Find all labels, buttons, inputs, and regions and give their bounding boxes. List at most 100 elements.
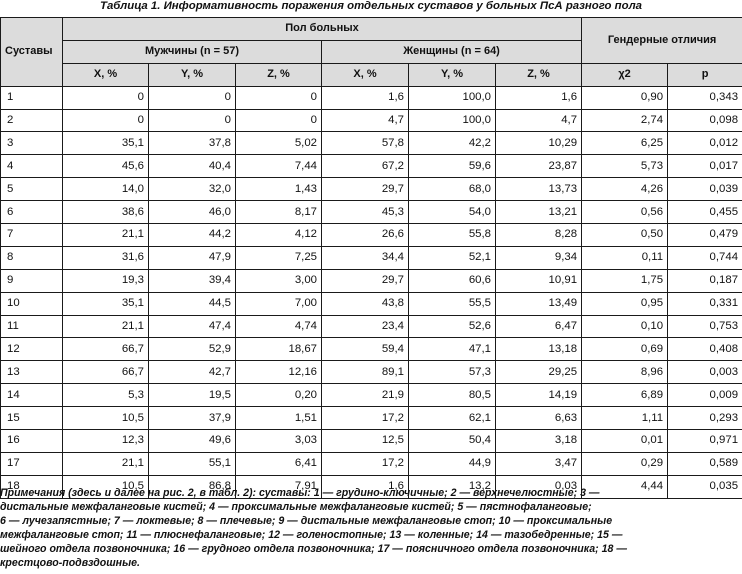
cell-women-z: 14,19 — [494, 383, 583, 408]
cell-women-y: 59,6 — [408, 154, 496, 179]
cell-men-x: 12,3 — [62, 429, 149, 453]
cell-women-y: 62,1 — [408, 406, 496, 431]
cell-women-z: 0,03 — [494, 474, 583, 499]
table-row: 7 21,1 44,2 4,12 26,6 55,8 8,28 0,50 0,479 — [0, 223, 742, 247]
cell-men-z: 3,03 — [235, 429, 322, 453]
table-row: 12 66,7 52,9 18,67 59,4 47,1 13,18 0,69 0,408 — [0, 337, 742, 362]
cell-women-y: 68,0 — [408, 177, 496, 202]
cell-women-x: 89,1 — [321, 360, 409, 385]
cell-women-y: 100,0 — [408, 108, 496, 133]
cell-women-x: 17,2 — [321, 406, 409, 431]
table-row: 18 10,5 86,8 7,91 1,6 13,2 0,03 4,44 0,035 — [0, 474, 742, 499]
cell-joint-number: 7 — [0, 223, 63, 247]
cell-men-x: 10,5 — [62, 406, 149, 431]
cell-women-y: 54,0 — [408, 200, 496, 225]
cell-men-x: 21,1 — [62, 314, 149, 339]
cell-p-value: 0,017 — [667, 154, 742, 179]
cell-p-value: 0,039 — [667, 177, 742, 202]
cell-women-y: 80,5 — [408, 383, 496, 408]
cell-women-z: 13,18 — [494, 337, 583, 362]
table-row: 1 0 0 0 1,6 100,0 1,6 0,90 0,343 — [0, 85, 742, 110]
cell-chi2: 2,74 — [581, 108, 669, 133]
note-line: крестцово-подвздошные. — [0, 557, 140, 570]
cell-women-x: 43,8 — [321, 291, 409, 316]
cell-p-value: 0,479 — [667, 223, 742, 247]
table-row: 17 21,1 55,1 6,41 17,2 44,9 3,47 0,29 0,589 — [0, 451, 742, 476]
table-row: 15 10,5 37,9 1,51 17,2 62,1 6,63 1,11 0,293 — [0, 406, 742, 431]
header-row-3: X, % Y, % Z, % X, % Y, % Z, % χ2 p — [1, 62, 742, 87]
cell-men-x: 21,1 — [62, 451, 149, 476]
cell-p-value: 0,589 — [667, 451, 742, 476]
cell-men-x: 0 — [62, 108, 149, 133]
cell-women-z: 8,28 — [494, 223, 583, 247]
cell-men-z: 4,12 — [235, 223, 322, 247]
cell-p-value: 0,343 — [667, 85, 742, 110]
cell-chi2: 0,95 — [581, 291, 669, 316]
cell-women-y: 13,2 — [408, 474, 496, 499]
cell-women-x: 12,5 — [321, 429, 409, 453]
col-header-women-x: X, % — [321, 62, 409, 87]
cell-women-y: 44,9 — [408, 451, 496, 476]
cell-women-z: 23,87 — [494, 154, 583, 179]
cell-women-y: 100,0 — [408, 85, 496, 110]
cell-p-value: 0,003 — [667, 360, 742, 385]
note-line: Примечания (здесь и далее на рис. 2, в т… — [0, 487, 600, 499]
cell-women-z: 3,47 — [494, 451, 583, 476]
cell-women-y: 55,8 — [408, 223, 496, 247]
cell-men-y: 0 — [148, 85, 236, 110]
cell-men-z: 0 — [235, 108, 322, 133]
cell-joint-number: 13 — [0, 360, 63, 385]
note-line: межфаланговые стоп; 11 — плюснефаланговы… — [0, 529, 623, 542]
cell-men-z: 6,41 — [235, 451, 322, 476]
cell-men-z: 0,20 — [235, 383, 322, 408]
col-header-men-z: Z, % — [235, 62, 322, 87]
cell-chi2: 1,11 — [581, 406, 669, 431]
cell-men-x: 66,7 — [62, 337, 149, 362]
cell-men-y: 55,1 — [148, 451, 236, 476]
cell-men-y: 32,0 — [148, 177, 236, 202]
cell-men-y: 37,8 — [148, 131, 236, 156]
col-header-chi2: χ2 — [581, 62, 669, 87]
note-line: дистальные межфаланговые кистей; 4 — про… — [0, 501, 592, 514]
cell-joint-number: 11 — [0, 314, 63, 339]
cell-joint-number: 10 — [0, 291, 63, 316]
cell-men-x: 0 — [62, 85, 149, 110]
cell-joint-number: 2 — [0, 108, 63, 133]
cell-men-x: 35,1 — [62, 291, 149, 316]
cell-men-z: 7,91 — [235, 474, 322, 499]
cell-men-x: 35,1 — [62, 131, 149, 156]
cell-women-y: 42,2 — [408, 131, 496, 156]
cell-women-x: 1,6 — [321, 474, 409, 499]
cell-women-y: 47,1 — [408, 337, 496, 362]
cell-women-x: 67,2 — [321, 154, 409, 179]
table-row: 9 19,3 39,4 3,00 29,7 60,6 10,91 1,75 0,187 — [0, 268, 742, 293]
cell-chi2: 4,26 — [581, 177, 669, 202]
women-header: Женщины (n = 64) — [320, 39, 583, 64]
cell-women-z: 1,6 — [494, 85, 583, 110]
col-header-men-y: Y, % — [148, 62, 236, 87]
cell-p-value: 0,187 — [667, 268, 742, 293]
cell-women-z: 4,7 — [494, 108, 583, 133]
table-row: 10 35,1 44,5 7,00 43,8 55,5 13,49 0,95 0,331 — [0, 291, 742, 316]
cell-p-value: 0,455 — [667, 200, 742, 225]
table-row: 6 38,6 46,0 8,17 45,3 54,0 13,21 0,56 0,455 — [0, 200, 742, 225]
cell-chi2: 0,90 — [581, 85, 669, 110]
cell-men-x: 14,0 — [62, 177, 149, 202]
cell-women-y: 50,4 — [408, 429, 496, 453]
cell-chi2: 6,89 — [581, 383, 669, 408]
cell-women-x: 26,6 — [321, 223, 409, 247]
cell-joint-number: 5 — [0, 177, 63, 202]
cell-women-y: 52,6 — [408, 314, 496, 339]
cell-men-y: 44,2 — [148, 223, 236, 247]
cell-men-z: 1,51 — [235, 406, 322, 431]
cell-joint-number: 8 — [0, 245, 63, 270]
cell-women-z: 29,25 — [494, 360, 583, 385]
cell-joint-number: 14 — [0, 383, 63, 408]
table-row: 3 35,1 37,8 5,02 57,8 42,2 10,29 6,25 0,012 — [0, 131, 742, 156]
cell-men-x: 19,3 — [62, 268, 149, 293]
cell-men-y: 52,9 — [148, 337, 236, 362]
cell-women-y: 52,1 — [408, 245, 496, 270]
cell-chi2: 5,73 — [581, 154, 669, 179]
cell-men-x: 5,3 — [62, 383, 149, 408]
header-row-1: Суставы Пол больных Гендерные отличия — [0, 17, 742, 87]
